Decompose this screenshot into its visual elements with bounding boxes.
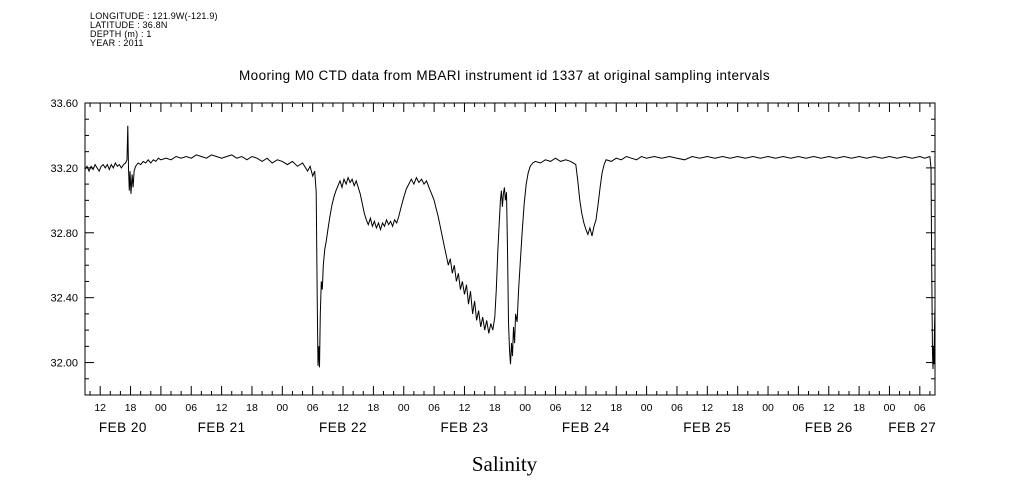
x-tick-label: 06: [793, 402, 805, 414]
x-tick-label: 12: [459, 402, 471, 414]
x-tick-label: 18: [732, 402, 744, 414]
x-tick-label: 06: [428, 402, 440, 414]
station-metadata: LONGITUDE : 121.9W(-121.9) LATITUDE : 36.…: [90, 12, 218, 48]
x-tick-label: 12: [580, 402, 592, 414]
x-tick-label: 18: [125, 402, 137, 414]
day-label: FEB 26: [805, 420, 853, 435]
day-label: FEB 25: [683, 420, 731, 435]
day-label: FEB 24: [562, 420, 610, 435]
x-tick-label: 06: [671, 402, 683, 414]
metadata-line: LATITUDE : 36.8N: [90, 20, 168, 30]
y-tick-label: 33.60: [50, 98, 78, 110]
x-tick-label: 12: [337, 402, 349, 414]
x-tick-label: 00: [519, 402, 531, 414]
y-tick-label: 33.20: [50, 163, 78, 175]
x-tick-label: 18: [368, 402, 380, 414]
metadata-line: YEAR : 2011: [90, 38, 144, 48]
chart-title: Mooring M0 CTD data from MBARI instrumen…: [239, 68, 770, 83]
x-tick-label: 06: [307, 402, 319, 414]
x-tick-label: 18: [489, 402, 501, 414]
metadata-line: LONGITUDE : 121.9W(-121.9): [90, 11, 218, 21]
x-tick-label: 00: [276, 402, 288, 414]
x-tick-label: 00: [762, 402, 774, 414]
x-tick-label: 06: [185, 402, 197, 414]
x-tick-label: 06: [550, 402, 562, 414]
x-tick-label: 18: [610, 402, 622, 414]
day-label: FEB 23: [440, 420, 488, 435]
metadata-line: DEPTH (m) : 1: [90, 29, 152, 39]
x-tick-label: 18: [246, 402, 258, 414]
x-tick-label: 00: [155, 402, 167, 414]
x-tick-label: 00: [641, 402, 653, 414]
salinity-axis-title: Salinity: [471, 452, 538, 476]
x-tick-label: 12: [94, 402, 106, 414]
x-tick-label: 12: [823, 402, 835, 414]
day-label: FEB 27: [888, 420, 936, 435]
x-tick-label: 06: [914, 402, 926, 414]
day-label: FEB 22: [319, 420, 367, 435]
y-tick-label: 32.40: [50, 293, 78, 305]
y-tick-label: 32.00: [50, 358, 78, 370]
day-label: FEB 20: [99, 420, 147, 435]
x-tick-label: 18: [853, 402, 865, 414]
x-tick-label: 12: [216, 402, 228, 414]
salinity-line: [84, 125, 936, 370]
x-tick-label: 00: [398, 402, 410, 414]
x-tick-label: 12: [701, 402, 713, 414]
x-tick-label: 00: [884, 402, 896, 414]
day-label: FEB 21: [198, 420, 246, 435]
y-tick-label: 32.80: [50, 228, 78, 240]
